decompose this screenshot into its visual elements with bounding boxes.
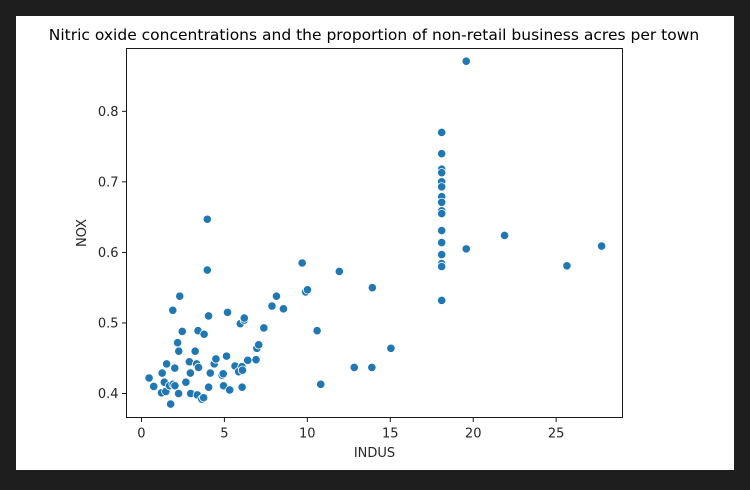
scatter-point (461, 56, 471, 66)
scatter-point (239, 313, 249, 323)
x-tick-label: 5 (220, 427, 228, 442)
scatter-point (222, 307, 233, 317)
y-tick-label: 0.6 (98, 246, 119, 261)
scatter-point (190, 346, 200, 356)
y-axis-label: NOX (75, 219, 90, 247)
scatter-point (259, 323, 269, 333)
scatter-point (254, 340, 264, 350)
scatter-point (437, 237, 447, 248)
scatter-point (437, 261, 447, 272)
scatter-point (221, 351, 232, 361)
scatter-point (205, 368, 215, 378)
x-tick-label: 15 (382, 427, 399, 442)
x-tick-label: 0 (137, 427, 145, 442)
y-tick-label: 0.7 (98, 175, 119, 190)
scatter-point (562, 261, 572, 271)
scatter-point (237, 382, 247, 392)
scatter-point (278, 304, 289, 314)
scatter-point (144, 373, 154, 383)
scatter-point (297, 258, 307, 268)
scatter-point (174, 346, 184, 356)
scatter-point (202, 265, 212, 275)
scatter-point (334, 266, 344, 277)
scatter-point (172, 338, 183, 348)
scatter-point (204, 382, 214, 392)
x-tick-label: 10 (299, 427, 316, 442)
x-axis: 0 5 10 15 20 25 (137, 417, 565, 442)
scatter-point (243, 355, 253, 365)
scatter-point (386, 343, 396, 353)
scatter-point (166, 399, 176, 409)
scatter-point (461, 244, 471, 254)
scatter-point (302, 285, 313, 295)
scatter-point (225, 385, 235, 395)
scatter-point (149, 381, 159, 392)
scatter-point (175, 291, 185, 301)
scatter-point (596, 241, 607, 251)
scatter-point (204, 311, 214, 321)
scatter-point (211, 354, 221, 364)
chart-title: Nitric oxide concentrations and the prop… (49, 26, 699, 44)
y-tick-label: 0.5 (98, 316, 119, 331)
scatter-point (218, 369, 228, 379)
x-tick-label: 25 (548, 427, 565, 442)
scatter-point (193, 362, 204, 373)
scatter-chart: Nitric oxide concentrations and the prop… (49, 26, 699, 461)
scatter-point (367, 283, 377, 293)
scatter-point (237, 365, 248, 375)
y-tick-label: 0.8 (98, 105, 119, 120)
scatter-point (181, 377, 191, 387)
y-tick-label: 0.4 (98, 387, 119, 402)
scatter-point (173, 388, 184, 399)
scatter-point (437, 295, 447, 305)
scatter-point (177, 326, 187, 337)
figure: Nitric oxide concentrations and the prop… (16, 16, 734, 470)
scatter-point (170, 363, 180, 373)
scatter-point (168, 305, 178, 315)
scatter-point (437, 197, 447, 207)
scatter-point (271, 291, 282, 301)
scatter-point (499, 230, 510, 241)
y-axis: 0.4 0.5 0.6 0.7 0.8 (98, 105, 127, 402)
scatter-point (437, 225, 447, 236)
scatter-point (437, 249, 447, 260)
scatter-point (437, 168, 447, 178)
scatter-point (437, 182, 447, 192)
plot-area-frame (126, 48, 623, 418)
scatter-point (437, 209, 447, 219)
scatter-point (349, 362, 359, 373)
scatter-point (170, 381, 180, 391)
scatter-point (316, 379, 326, 389)
scatter-point (199, 329, 209, 339)
scatter-point (312, 326, 322, 336)
scatter-point (202, 214, 212, 224)
scatter-point (199, 393, 209, 403)
scatter-point (437, 127, 447, 138)
scatter-point (367, 362, 377, 373)
scatter-point (157, 368, 167, 378)
points-layer (144, 56, 607, 409)
x-tick-label: 20 (465, 427, 482, 442)
scatter-point (162, 359, 172, 369)
scatter-point (267, 301, 277, 311)
x-axis-label: INDUS (354, 446, 395, 461)
scatter-point (185, 368, 195, 378)
scatter-point (437, 149, 447, 159)
scatter-point (251, 355, 261, 365)
